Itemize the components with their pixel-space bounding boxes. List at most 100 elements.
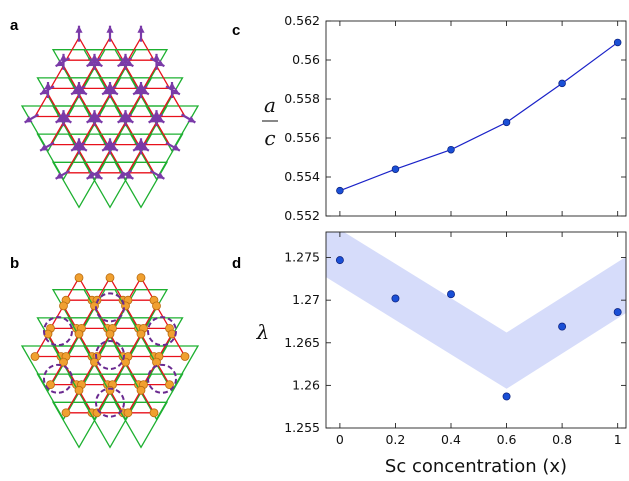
spin-arrow-head	[141, 87, 149, 95]
spin-arrow-head	[156, 115, 165, 123]
green-triangle	[113, 105, 169, 153]
kagome-loop-lattice-diagram	[20, 273, 200, 449]
red-triangle	[126, 92, 156, 118]
x-tick-label: 0	[336, 432, 344, 447]
spin-arrow-head	[75, 82, 83, 89]
panel-c-axes-box	[325, 20, 627, 217]
red-triangle	[157, 92, 187, 118]
spin-arrow-head	[71, 144, 79, 151]
spin-arrow-head	[117, 172, 126, 179]
site-marker	[105, 385, 115, 395]
panel-d-y-axis-label: λ	[256, 320, 270, 344]
red-triangle	[111, 360, 140, 386]
panel-d-points	[335, 256, 622, 401]
panel-d-plot: 1.275 1.27 1.265 1.26 1.255 0 0.2 0.4 0.6 0.8 1 λ…	[256, 231, 627, 477]
green-triangle	[20, 345, 76, 393]
panel-c-y-ticks: 0.562 0.56 0.558 0.556 0.554 0.552	[284, 13, 626, 223]
green-triangle	[113, 49, 169, 97]
spin-arrow-head	[90, 110, 99, 118]
panel-d-axes-box	[325, 231, 627, 429]
spin-arrow-head	[125, 115, 134, 123]
data-point	[391, 165, 400, 173]
spin-arrow-head	[75, 138, 83, 146]
red-triangle	[64, 388, 94, 414]
red-triangle	[95, 332, 125, 358]
data-point	[447, 145, 455, 154]
y-tick-label: 0.56	[292, 52, 320, 67]
site-marker	[136, 385, 146, 395]
dashed-loop	[147, 363, 177, 394]
spin-arrow-head	[137, 82, 145, 89]
panel-label-c: c	[232, 22, 240, 39]
spin-arrow-head	[110, 87, 118, 95]
spin-arrow-head	[86, 172, 95, 179]
site-marker	[165, 380, 174, 390]
data-point	[502, 392, 511, 401]
site-marker	[30, 352, 40, 361]
spin-arrow-head	[94, 59, 103, 67]
spin-arrow-head	[152, 110, 161, 118]
green-triangle	[51, 401, 107, 449]
spin-arrow-head	[94, 172, 103, 179]
panel-c-series-line	[339, 41, 619, 192]
panel-c-points	[336, 38, 622, 195]
y-tick-label: 1.255	[284, 420, 320, 435]
green-triangle	[98, 373, 153, 421]
y-tick-label: 1.265	[284, 335, 320, 350]
spin-arrow-head	[63, 115, 72, 123]
red-triangle	[111, 64, 140, 90]
green-triangle	[113, 401, 169, 449]
spin-arrow-head	[79, 144, 87, 151]
dashed-loop	[95, 387, 125, 418]
panel-c-x-ticks	[339, 21, 619, 216]
spin-arrow-head	[94, 115, 103, 123]
red-triangle	[95, 388, 125, 414]
green-triangle	[129, 77, 184, 125]
site-marker	[105, 273, 115, 283]
red-triangle	[33, 92, 63, 118]
site-marker	[121, 357, 130, 367]
site-marker	[152, 301, 161, 311]
dashed-loop	[95, 292, 125, 323]
site-marker	[180, 352, 190, 361]
spin-arrow-head	[121, 53, 130, 61]
x-tick-label: 1	[614, 432, 622, 447]
red-triangle	[142, 64, 171, 90]
spin-arrow-head	[55, 115, 64, 123]
y-tick-label: 0.558	[284, 91, 320, 106]
y-tick-label: 1.27	[292, 292, 320, 307]
spin-arrow-head	[90, 53, 99, 61]
green-triangle	[113, 289, 169, 337]
red-triangle	[80, 120, 109, 146]
red-triangle	[126, 332, 156, 358]
ylabel-denominator: c	[264, 126, 275, 150]
spin-arrow-head	[55, 59, 64, 67]
panel-label-a: a	[10, 17, 19, 34]
data-point	[447, 290, 455, 299]
red-triangle	[126, 36, 156, 61]
spin-arrow-head	[24, 115, 33, 123]
panel-c-plot: 0.562 0.56 0.558 0.556 0.554 0.552 a c	[262, 13, 627, 223]
dashed-loop	[147, 316, 177, 347]
spin-arrow-head	[110, 144, 118, 151]
red-triangle	[95, 148, 125, 174]
green-triangle	[67, 133, 122, 181]
site-marker	[61, 408, 71, 418]
green-triangle	[82, 49, 138, 97]
panel-label-b: b	[10, 255, 19, 272]
red-triangle	[64, 92, 94, 118]
red-triangle	[126, 388, 156, 414]
site-marker	[46, 380, 55, 390]
spin-arrow-head	[102, 144, 110, 151]
x-tick-label: 0.2	[385, 432, 405, 447]
dashed-loop	[43, 363, 73, 394]
panel-d-x-ticks: 0 0.2 0.4 0.6 0.8 1	[336, 232, 622, 447]
green-triangle	[144, 345, 200, 393]
kagome-spin-lattice-diagram	[20, 25, 200, 209]
data-point	[502, 118, 511, 127]
red-triangle	[49, 120, 78, 146]
x-tick-label: 0.8	[552, 432, 572, 447]
red-triangle	[64, 276, 94, 301]
site-marker	[105, 329, 115, 339]
data-point	[558, 322, 567, 331]
